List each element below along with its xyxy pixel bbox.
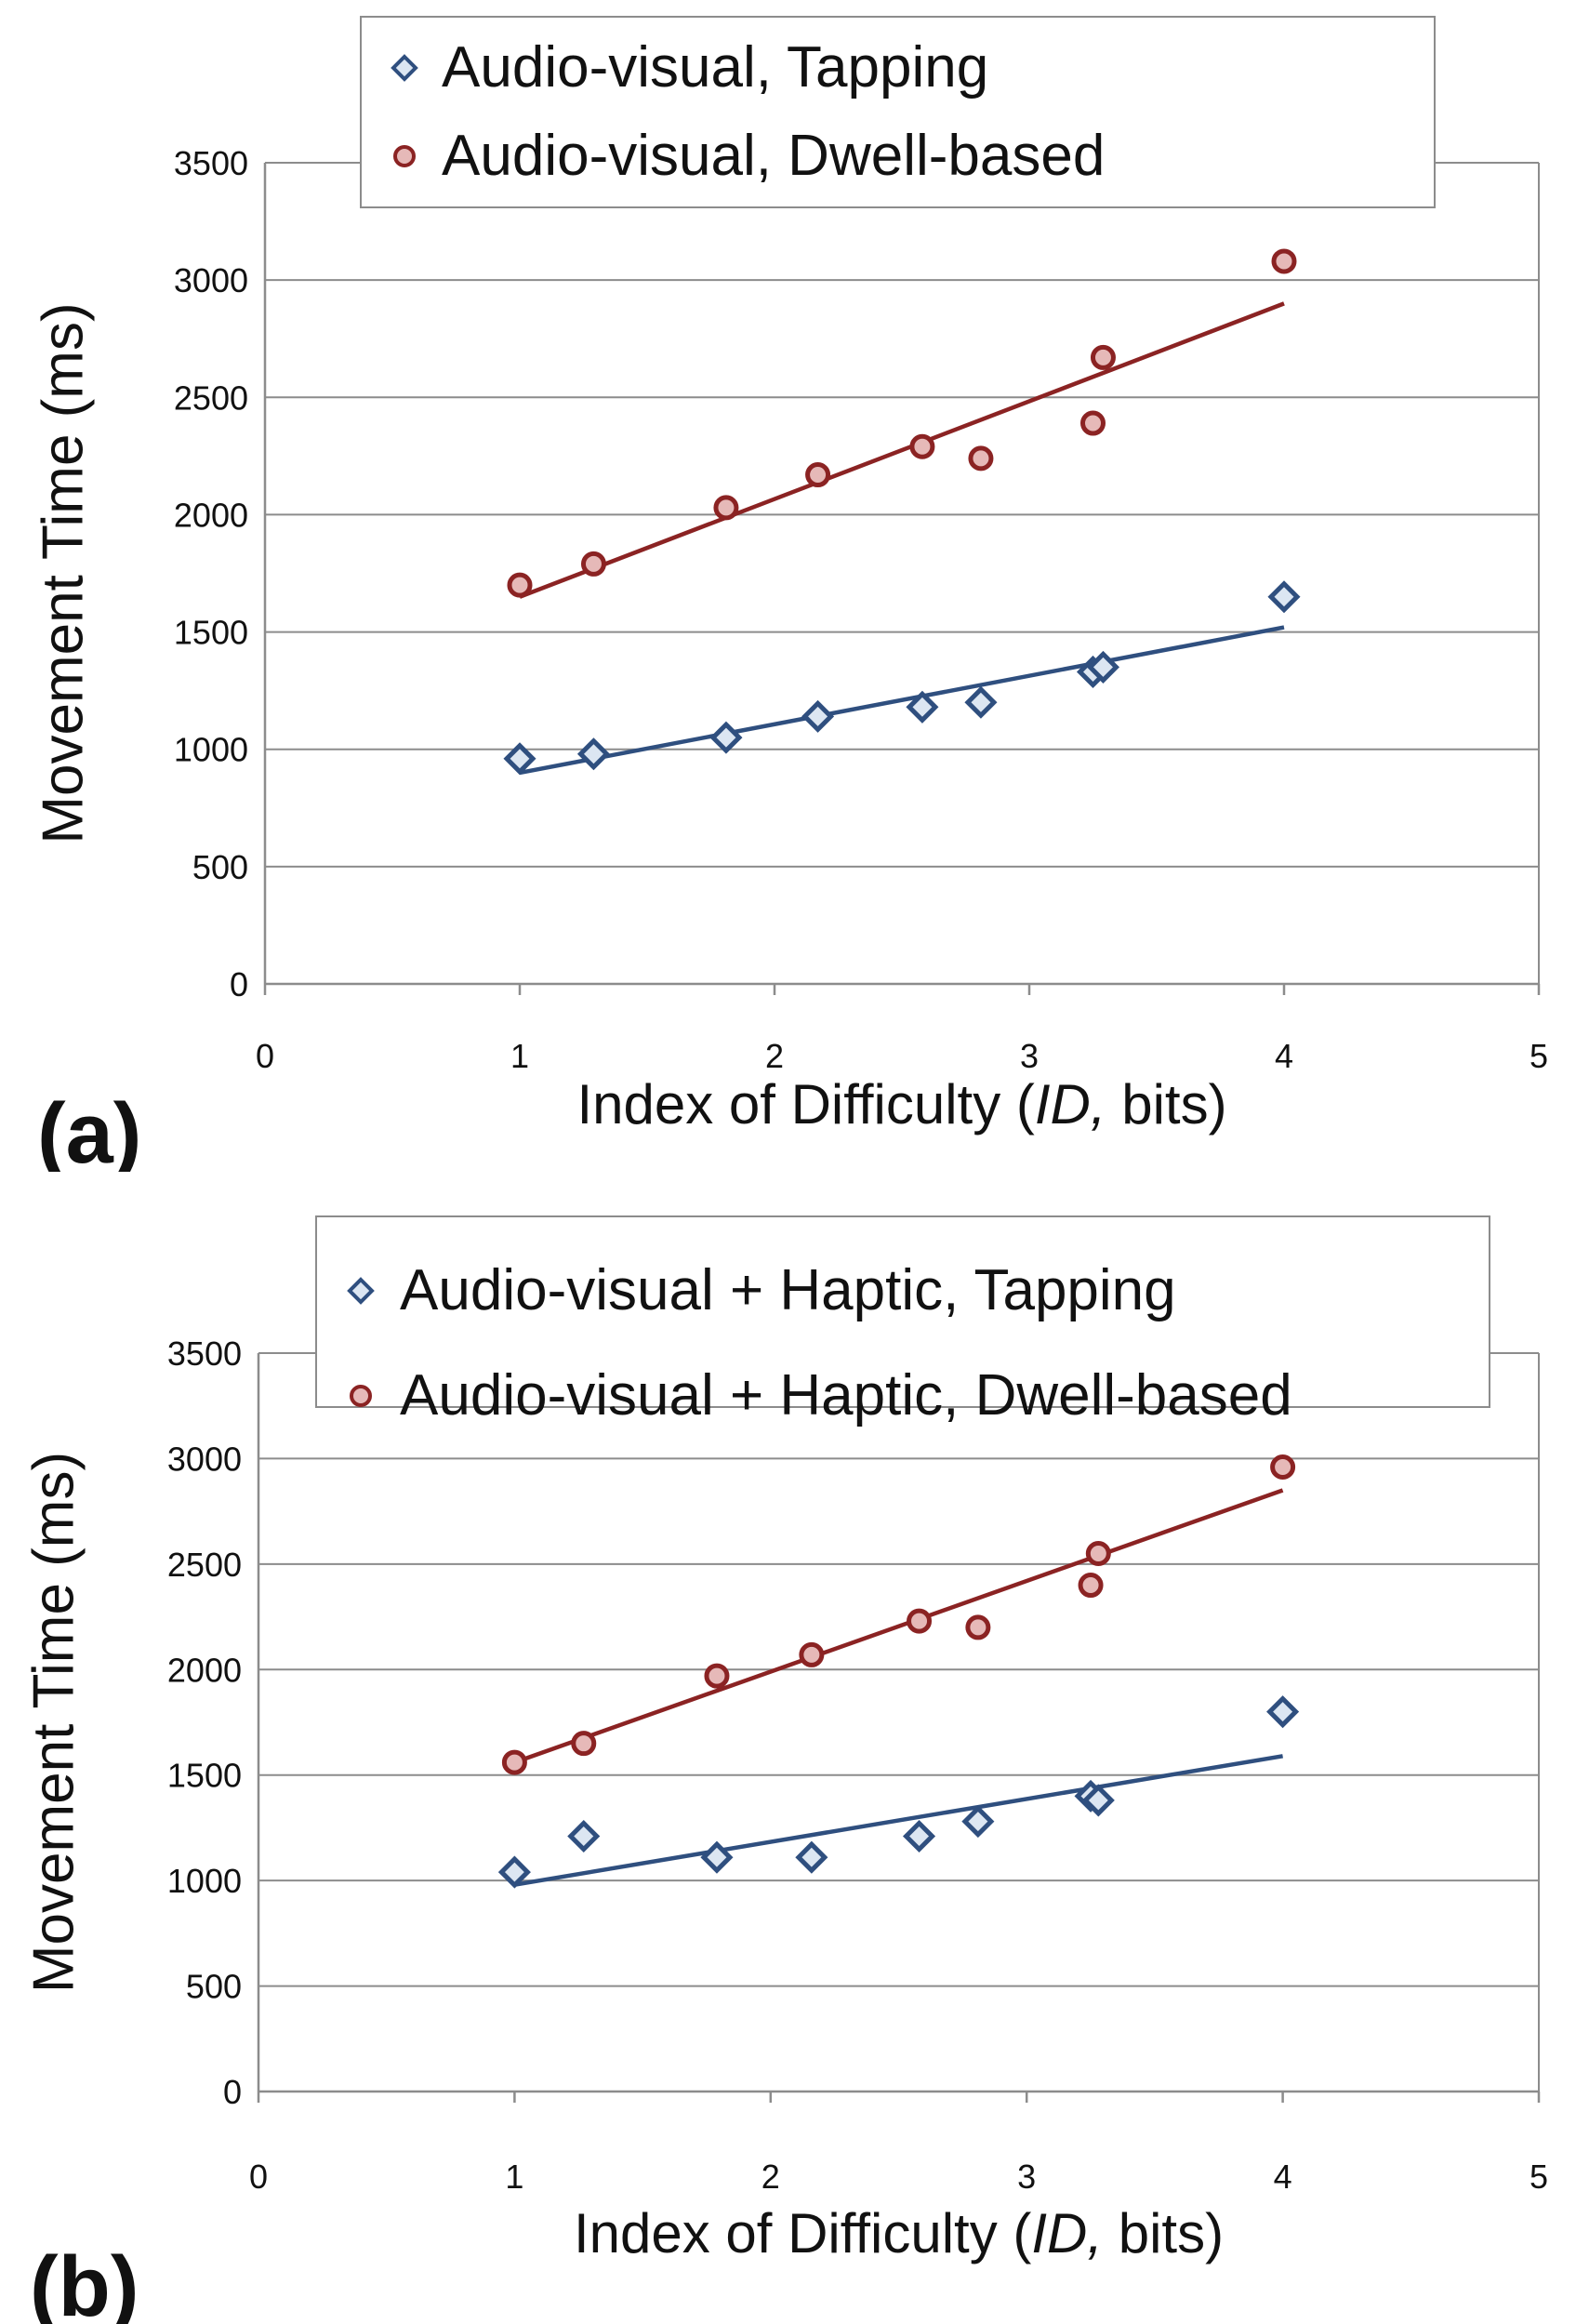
data-point-dwell <box>1085 1541 1111 1567</box>
data-point-tapping <box>795 1840 828 1874</box>
data-point-tapping <box>902 1819 936 1853</box>
data-point-dwell <box>704 1663 730 1689</box>
y-tick-label: 1500 <box>174 614 248 652</box>
legend-box <box>360 16 1436 208</box>
data-point-dwell <box>501 1749 527 1775</box>
data-point-dwell <box>713 495 739 521</box>
y-tick-label: 1000 <box>174 731 248 769</box>
data-point-tapping <box>567 1819 601 1853</box>
y-tick-label: 1000 <box>167 1862 242 1900</box>
x-tick-label: 2 <box>762 2158 780 2196</box>
data-point-tapping <box>503 742 536 776</box>
data-point-tapping <box>964 685 998 719</box>
legend-label: Audio-visual + Haptic, Dwell-based <box>400 1363 1292 1428</box>
y-tick-label: 2500 <box>167 1546 242 1584</box>
chart-panel-b: 0 500 1000 1500 2000 2500 3000 3500 0 1 2 3 4 5 Audio-… <box>21 1215 1548 2324</box>
data-point-dwell <box>1270 1454 1296 1481</box>
x-tick-label: 0 <box>256 1037 274 1075</box>
x-tick-label: 5 <box>1530 2158 1548 2196</box>
data-point-dwell <box>1271 248 1297 274</box>
y-tick-label: 2000 <box>174 496 248 534</box>
chart-panel-a: 0 500 1000 1500 2000 2500 3000 3500 0 1 2 3 4 5 Audio-… <box>31 16 1548 1172</box>
data-point-tapping <box>906 690 939 724</box>
data-point-dwell <box>507 572 533 598</box>
x-tick-label: 4 <box>1274 2158 1292 2196</box>
y-tick-label: 3500 <box>174 144 248 182</box>
y-tick-label: 3000 <box>174 261 248 299</box>
x-tick-label: 1 <box>510 1037 529 1075</box>
data-point-tapping <box>1081 1784 1115 1817</box>
trendline-tapping <box>514 1754 1283 1887</box>
y-tick-label: 0 <box>223 2073 242 2111</box>
data-point-tapping <box>700 1840 734 1874</box>
data-point-dwell <box>799 1641 825 1667</box>
legend-label: Audio-visual, Dwell-based <box>442 124 1105 188</box>
y-tick-label: 0 <box>230 965 248 1003</box>
legend-marker-dwell <box>393 145 416 167</box>
data-point-tapping <box>1266 1695 1300 1729</box>
data-point-dwell <box>580 551 606 577</box>
data-point-tapping <box>709 721 743 754</box>
data-point-dwell <box>909 433 935 459</box>
y-tick-label: 500 <box>186 1968 242 2006</box>
y-tick-label: 3000 <box>167 1440 242 1478</box>
data-point-dwell <box>805 462 831 488</box>
y-tick-label: 1500 <box>167 1757 242 1795</box>
x-tick-label: 3 <box>1017 2158 1036 2196</box>
data-point-tapping <box>497 1855 531 1889</box>
data-point-dwell <box>965 1614 991 1640</box>
panel-label: (b) <box>30 2239 139 2324</box>
legend-marker-dwell <box>350 1385 372 1407</box>
data-point-dwell <box>968 445 994 471</box>
trendline-tapping <box>519 625 1285 776</box>
data-point-dwell <box>907 1608 933 1634</box>
data-point-dwell <box>1080 410 1106 436</box>
x-tick-label: 2 <box>765 1037 784 1075</box>
data-point-dwell <box>1078 1573 1104 1599</box>
legend-marker-tapping <box>391 54 418 82</box>
y-tick-label: 2000 <box>167 1651 242 1689</box>
data-point-tapping <box>1086 650 1119 684</box>
x-tick-label: 3 <box>1020 1037 1039 1075</box>
x-tick-label: 5 <box>1530 1037 1548 1075</box>
trendline-dwell <box>513 1488 1284 1765</box>
data-point-dwell <box>1090 344 1116 370</box>
data-point-dwell <box>571 1731 597 1757</box>
x-axis-label: Index of Difficulty (ID, bits) <box>576 1073 1226 1135</box>
legend-box <box>315 1215 1490 1408</box>
legend-marker-tapping <box>347 1277 375 1305</box>
data-point-tapping <box>1267 580 1301 614</box>
data-point-tapping <box>961 1805 995 1839</box>
y-axis-label: Movement Time (ms) <box>21 1452 86 1993</box>
y-tick-label: 500 <box>192 848 248 886</box>
x-tick-label: 0 <box>249 2158 268 2196</box>
y-axis-label: Movement Time (ms) <box>31 302 95 843</box>
y-tick-label: 2500 <box>174 378 248 417</box>
panel-label: (a) <box>37 1086 141 1172</box>
data-point-tapping <box>801 699 835 733</box>
legend-label: Audio-visual + Haptic, Tapping <box>400 1258 1176 1322</box>
legend-label: Audio-visual, Tapping <box>442 35 988 100</box>
data-point-tapping <box>576 737 610 771</box>
x-axis-label: Index of Difficulty (ID, bits) <box>574 2202 1224 2264</box>
y-tick-label: 3500 <box>167 1335 242 1373</box>
x-tick-label: 4 <box>1275 1037 1293 1075</box>
x-tick-label: 1 <box>505 2158 523 2196</box>
trendline-dwell <box>519 301 1285 599</box>
